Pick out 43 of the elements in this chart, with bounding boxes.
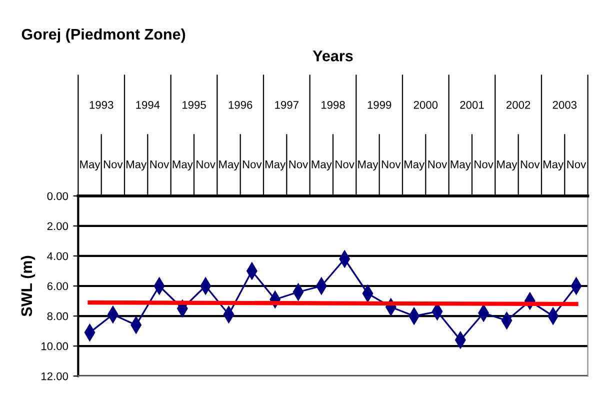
x2-axis-title: Years — [312, 50, 353, 62]
text: 1994 — [136, 100, 160, 109]
x-tick-label: Nov — [196, 160, 216, 168]
x-tick-label: Nov — [567, 160, 586, 168]
x-tick-label: Nov — [104, 160, 123, 168]
x-tick-label: May — [219, 160, 240, 170]
x-tick-label: May — [126, 160, 147, 170]
x-tick-label: Nov — [520, 160, 540, 168]
x-tick-label: May — [312, 160, 332, 170]
text: 2003 — [552, 100, 577, 109]
y-tick-label: 12.00 — [41, 372, 68, 380]
x-tick-label: May — [450, 160, 471, 170]
x-tick-label: May — [172, 160, 193, 170]
text: 1999 — [368, 100, 392, 109]
x-tick-label: May — [358, 160, 378, 170]
y-tick-label: 8.00 — [47, 312, 68, 320]
y-axis-title: SWL (m) — [20, 256, 36, 316]
x-tick-label: Nov — [242, 160, 262, 168]
x-tick-label: May — [266, 160, 286, 170]
y-tick-label: 10.00 — [41, 342, 68, 350]
x-tick-label: Nov — [428, 160, 448, 168]
x-tick-label: May — [80, 160, 100, 170]
text: 2002 — [506, 100, 530, 109]
x-tick-label: Nov — [150, 160, 170, 168]
x-tick-label: Nov — [382, 160, 401, 168]
y-tick-label: 2.00 — [47, 222, 68, 230]
y-tick-label: 0.00 — [47, 192, 68, 200]
text: 1993 — [90, 100, 114, 109]
x-tick-label: Nov — [474, 160, 494, 168]
x-tick-label: Nov — [289, 160, 308, 168]
x-tick-label: Nov — [336, 160, 354, 168]
text: 2001 — [460, 100, 484, 109]
text: 1998 — [321, 100, 345, 109]
text: 2000 — [414, 100, 438, 109]
chart-title: Gorej (Piedmont Zone) — [22, 28, 186, 43]
text: 1995 — [182, 100, 206, 109]
y-tick-label: 6.00 — [47, 282, 68, 290]
x-tick-label: May — [404, 160, 425, 170]
text: 1997 — [275, 100, 298, 109]
text: 1996 — [228, 100, 252, 109]
x-tick-label: May — [497, 160, 518, 170]
x-tick-label: May — [543, 160, 564, 170]
y-tick-label: 4.00 — [47, 252, 68, 260]
